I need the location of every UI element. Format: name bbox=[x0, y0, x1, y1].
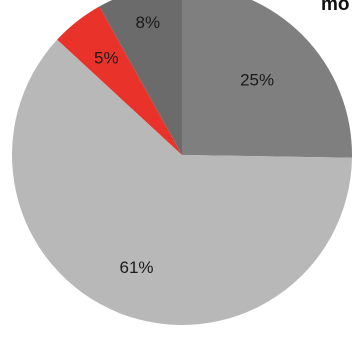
chart-title-fragment: mo bbox=[321, 0, 350, 15]
pie-slice-5pct bbox=[57, 6, 182, 156]
pie-slice-61pct bbox=[11, 39, 352, 325]
pie-slices bbox=[11, 0, 352, 325]
pie-slice-8pct bbox=[99, 0, 182, 155]
pie-slice-label: 61% bbox=[119, 258, 153, 277]
pie-slice-25pct bbox=[182, 0, 352, 158]
pie-slice-label: 8% bbox=[136, 13, 161, 32]
pie-slice-label: 5% bbox=[94, 48, 119, 67]
pie-slice-labels: 25% 61% 5% 8% bbox=[94, 13, 274, 277]
pie-slice-label: 25% bbox=[240, 71, 274, 90]
